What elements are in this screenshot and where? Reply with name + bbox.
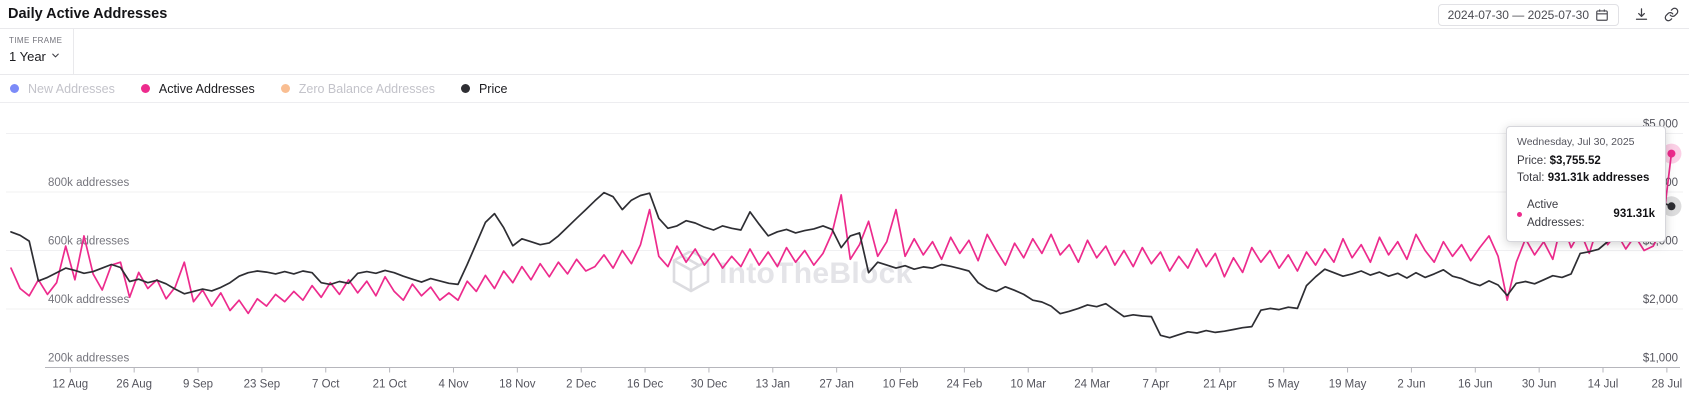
x-tick-label: 23 Sep	[244, 379, 280, 391]
chart-plot[interactable]: 12 Aug 26 Aug 9 Sep 23 Sep 7 Oct 21 Oct 4 Nov 1…	[0, 103, 1689, 402]
link-icon	[1664, 7, 1679, 22]
x-tick-label: 24 Feb	[946, 379, 982, 391]
left-axis-label: 600k addresses	[48, 236, 129, 248]
x-tick-label: 26 Aug	[116, 379, 152, 391]
chart-legend: New Addresses Active Addresses Zero Bala…	[0, 75, 1689, 103]
legend-label: Zero Balance Addresses	[298, 81, 435, 96]
marker-dot-price	[1667, 202, 1676, 211]
tooltip-total-row: Total: 931.31k addresses	[1517, 172, 1650, 184]
date-range-picker[interactable]: 2024-07-30 — 2025-07-30	[1437, 3, 1619, 26]
active-addresses-dot-icon	[140, 84, 150, 93]
x-tick-label: 30 Dec	[691, 379, 728, 391]
new-addresses-dot-icon	[10, 84, 19, 93]
x-tick-label: 4 Nov	[438, 379, 468, 391]
x-tick-label: 16 Jun	[1458, 379, 1493, 391]
series-bullet-icon	[1517, 212, 1522, 217]
timeframe-value: 1 Year	[9, 49, 46, 64]
copy-link-button[interactable]	[1664, 7, 1679, 22]
legend-label: New Addresses	[28, 81, 115, 96]
x-tick-label: 21 Oct	[373, 379, 408, 391]
x-tick-label: 21 Apr	[1203, 379, 1236, 391]
price-dot-icon	[460, 84, 470, 93]
x-tick-label: 10 Mar	[1010, 379, 1046, 391]
legend-item-price[interactable]: Price	[460, 81, 508, 96]
x-tick-label: 14 Jul	[1588, 379, 1619, 391]
x-tick-label: 16 Dec	[627, 379, 664, 391]
legend-label: Price	[478, 81, 508, 96]
x-tick-label: 5 May	[1268, 379, 1300, 391]
tooltip-series-value: 931.31k	[1613, 207, 1655, 220]
x-tick-label: 10 Feb	[883, 379, 919, 391]
x-tick-label: 18 Nov	[499, 379, 536, 391]
series-line-active-addresses	[10, 152, 1673, 315]
chart-tooltip: Wednesday, Jul 30, 2025 Price: $3,755.52…	[1506, 126, 1666, 242]
x-tick-label: 2 Jun	[1397, 379, 1425, 391]
tooltip-price-value: $3,755.52	[1549, 154, 1601, 167]
x-tick-label: 2 Dec	[566, 379, 596, 391]
calendar-icon	[1595, 8, 1609, 22]
header-controls: 2024-07-30 — 2025-07-30	[1437, 2, 1679, 27]
zero-balance-dot-icon	[280, 84, 290, 93]
x-tick-label: 13 Jan	[756, 379, 791, 391]
tooltip-price-row: Price: $3,755.52	[1517, 154, 1601, 167]
timeframe-label: TIME FRAME	[9, 36, 63, 45]
marker-dot-active-addresses	[1667, 149, 1676, 158]
x-tick-label: 12 Aug	[52, 379, 88, 391]
page-title: Daily Active Addresses	[8, 6, 168, 22]
chevron-down-icon	[50, 49, 61, 64]
x-tick-label: 7 Oct	[312, 379, 340, 391]
legend-item-zero-balance-addresses[interactable]: Zero Balance Addresses	[280, 81, 435, 96]
panel-header: Daily Active Addresses 2024-07-30 — 2025…	[0, 0, 1689, 29]
x-tick-label: 19 May	[1329, 379, 1367, 391]
x-tick-label: 9 Sep	[183, 379, 213, 391]
tooltip-total-value: 931.31k addresses	[1547, 172, 1650, 184]
x-tick-label: 30 Jun	[1522, 379, 1557, 391]
download-icon	[1634, 7, 1649, 22]
x-tick-label: 27 Jan	[819, 379, 854, 391]
date-range-value: 2024-07-30 — 2025-07-30	[1447, 7, 1589, 22]
series-line-price	[10, 191, 1673, 339]
legend-item-active-addresses[interactable]: Active Addresses	[140, 81, 255, 96]
left-axis-label: 800k addresses	[48, 177, 129, 189]
x-tick-label: 24 Mar	[1074, 379, 1110, 391]
right-axis-label: $1,000	[1643, 353, 1678, 365]
x-tick-label: 28 Jul	[1652, 379, 1683, 391]
timeframe-select[interactable]: TIME FRAME 1 Year	[0, 29, 74, 74]
tooltip-active-addresses-row: Active Addresses: 931.31k	[1517, 197, 1655, 232]
toolbar-row: TIME FRAME 1 Year	[0, 29, 1689, 75]
legend-label: Active Addresses	[158, 81, 255, 96]
left-axis-label: 200k addresses	[48, 353, 129, 365]
download-button[interactable]	[1634, 7, 1649, 22]
tooltip-date: Wednesday, Jul 30, 2025	[1517, 136, 1635, 148]
legend-item-new-addresses[interactable]: New Addresses	[10, 82, 115, 96]
left-axis-label: 400k addresses	[48, 294, 129, 306]
right-axis-label: $2,000	[1643, 294, 1678, 306]
x-tick-label: 7 Apr	[1143, 379, 1170, 391]
